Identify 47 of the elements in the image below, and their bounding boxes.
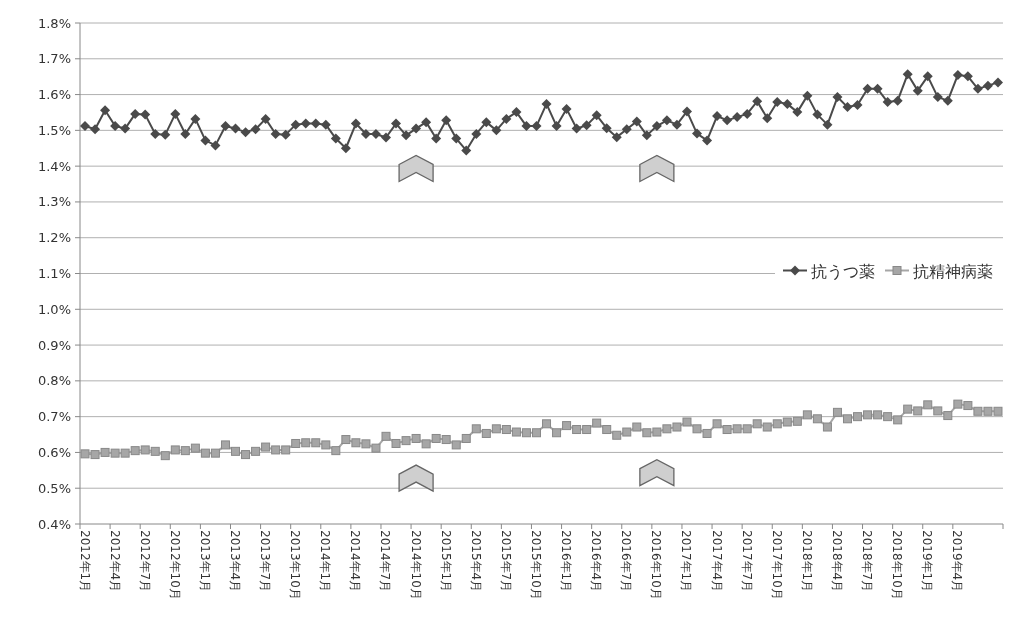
- y-tick-label: 1.4%: [37, 158, 71, 174]
- legend-label: 抗精神病薬: [913, 261, 993, 281]
- y-tick-label: 1.5%: [37, 122, 71, 138]
- x-tick-label: 2018年10月: [890, 530, 905, 600]
- legend-label: 抗うつ薬: [811, 261, 875, 281]
- y-tick-label: 0.6%: [37, 444, 71, 460]
- x-tick-label: 2015年1月: [438, 530, 453, 593]
- x-tick-label: 2013年4月: [228, 530, 243, 593]
- x-tick-label: 2019年1月: [920, 530, 935, 593]
- x-tick-label: 2017年1月: [679, 530, 694, 593]
- x-tick-label: 2016年10月: [649, 530, 664, 600]
- x-tick-label: 2012年10月: [167, 530, 182, 600]
- x-tick-label: 2012年4月: [107, 530, 122, 593]
- y-tick-label: 1.6%: [37, 87, 71, 103]
- y-tick-label: 0.7%: [37, 409, 71, 425]
- x-tick-label: 2013年1月: [197, 530, 212, 593]
- y-tick-label: 0.4%: [37, 516, 71, 532]
- y-tick-label: 0.5%: [37, 480, 71, 496]
- x-tick-label: 2016年4月: [589, 530, 604, 593]
- y-tick-label: 1.7%: [37, 51, 71, 67]
- y-tick-label: 1.2%: [37, 230, 71, 246]
- y-tick-label: 0.9%: [37, 337, 71, 353]
- y-tick-label: 1.3%: [37, 194, 71, 210]
- x-tick-label: 2019年4月: [950, 530, 965, 593]
- x-tick-label: 2015年10月: [528, 530, 543, 600]
- y-tick-label: 0.8%: [37, 373, 71, 389]
- x-tick-label: 2017年7月: [739, 530, 754, 593]
- y-tick-label: 1.0%: [37, 301, 71, 317]
- x-tick-label: 2017年10月: [769, 530, 784, 600]
- x-tick-label: 2014年4月: [348, 530, 363, 593]
- x-tick-label: 2013年7月: [258, 530, 273, 593]
- x-tick-label: 2012年1月: [77, 530, 92, 593]
- x-tick-label: 2016年7月: [619, 530, 634, 593]
- x-tick-label: 2012年7月: [137, 530, 152, 593]
- x-tick-label: 2018年7月: [860, 530, 875, 593]
- x-tick-label: 2014年1月: [318, 530, 333, 593]
- x-tick-label: 2018年1月: [799, 530, 814, 593]
- x-tick-label: 2014年7月: [378, 530, 393, 593]
- x-tick-label: 2015年4月: [468, 530, 483, 593]
- x-tick-label: 2014年10月: [408, 530, 423, 600]
- x-tick-label: 2017年4月: [709, 530, 724, 593]
- x-tick-label: 2015年7月: [498, 530, 513, 593]
- x-tick-label: 2018年4月: [829, 530, 844, 593]
- x-tick-label: 2016年1月: [559, 530, 574, 593]
- y-tick-label: 1.1%: [37, 266, 71, 281]
- x-tick-label: 2013年10月: [288, 530, 303, 600]
- y-tick-label: 1.8%: [37, 15, 71, 31]
